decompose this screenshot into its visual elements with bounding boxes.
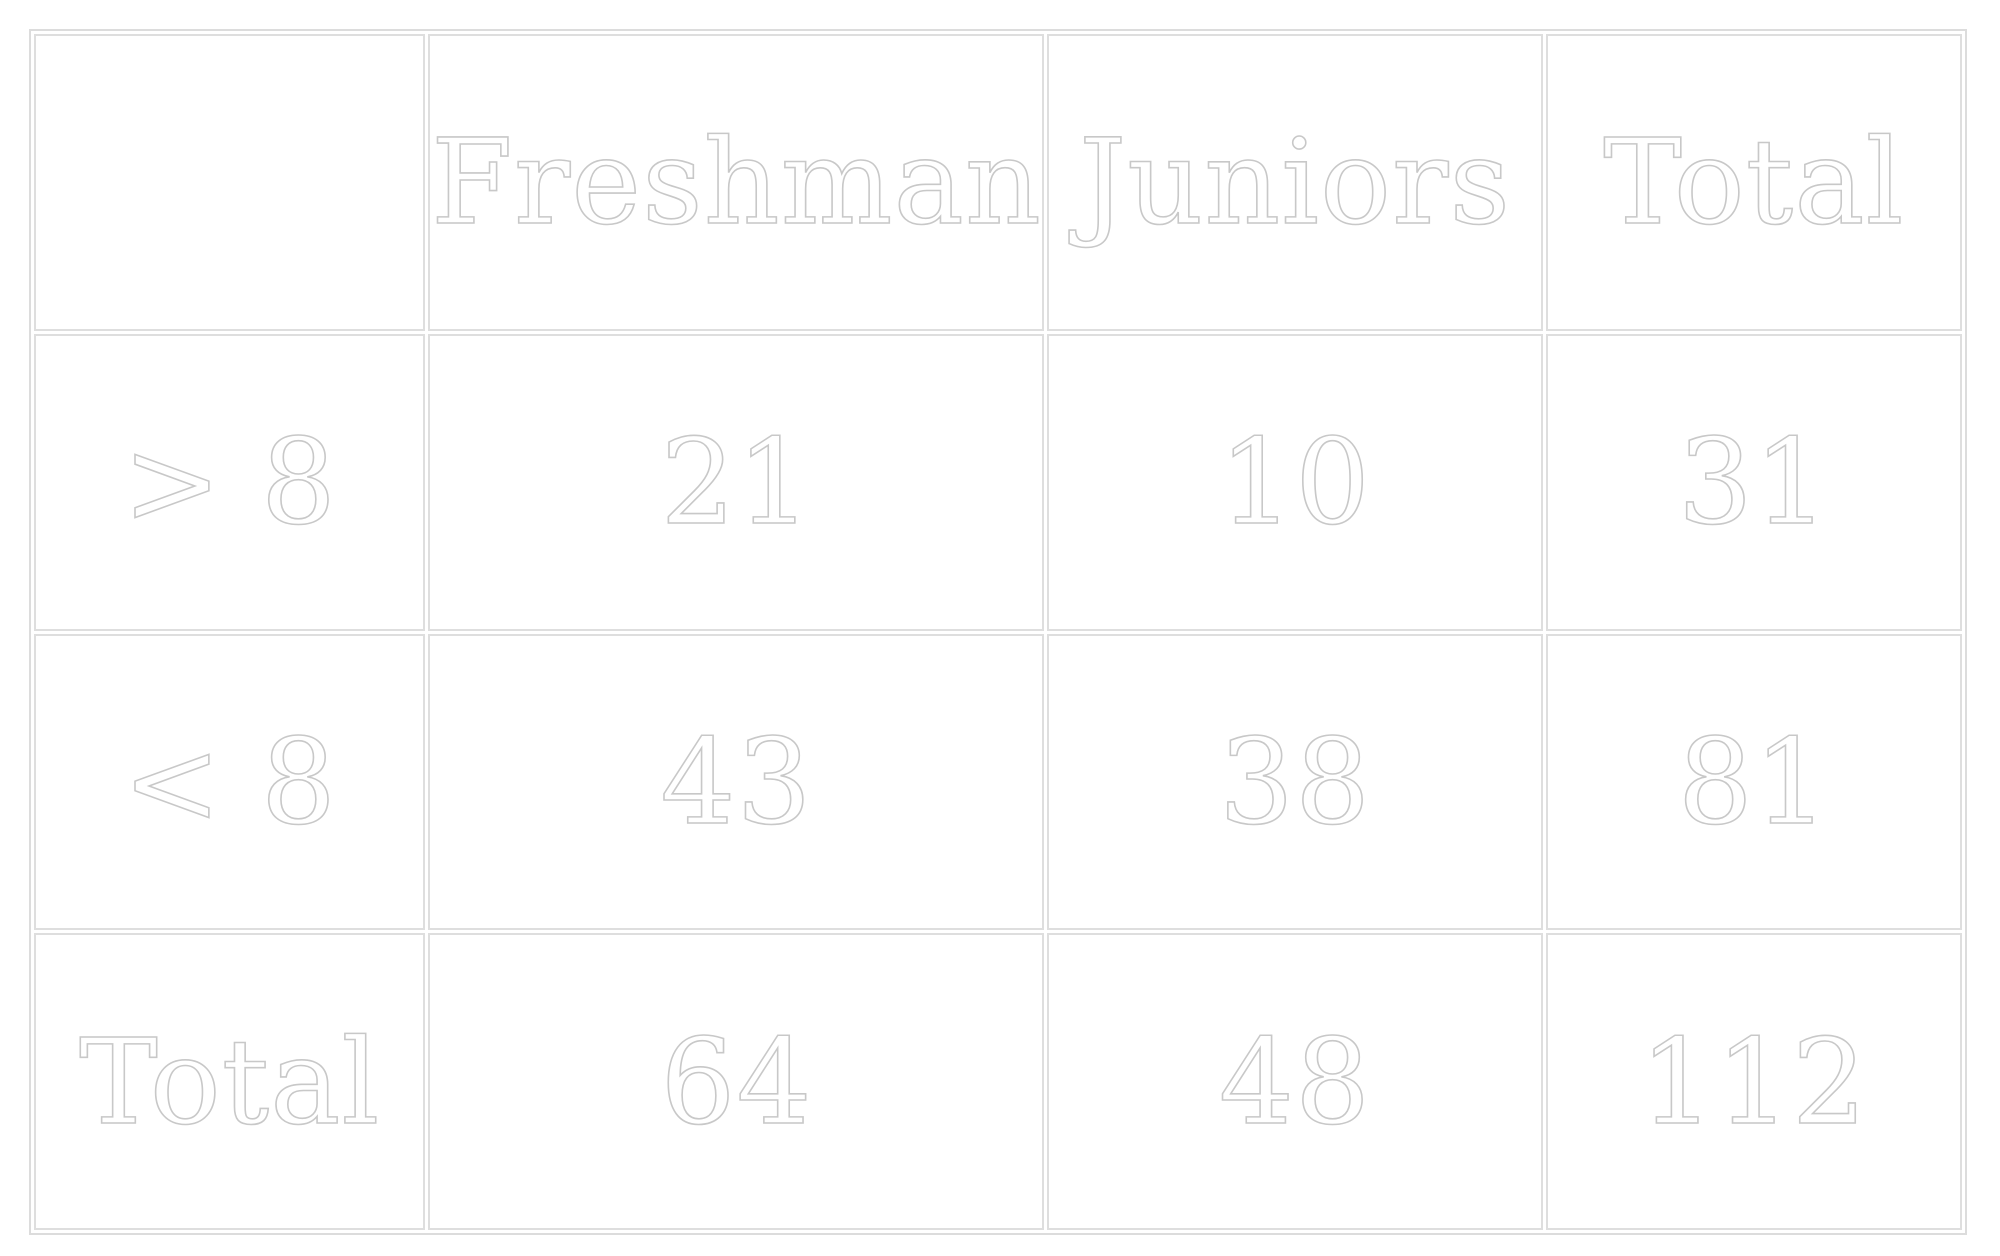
row-label-cell: > 8 — [34, 333, 426, 631]
table-row: > 8 21 10 31 — [34, 333, 1962, 631]
cell-value: 48 — [1218, 1012, 1372, 1151]
table-cell: 48 — [1047, 933, 1543, 1230]
table-cell: 31 — [1545, 333, 1962, 631]
table-row: Total 64 48 112 — [34, 933, 1962, 1230]
table-cell: 112 — [1545, 933, 1962, 1230]
cell-value: 38 — [1218, 712, 1372, 851]
cell-value: 81 — [1677, 712, 1830, 851]
header-cell-freshman: Freshman — [428, 34, 1045, 331]
table-cell: 38 — [1047, 633, 1543, 931]
table-cell: 64 — [428, 933, 1045, 1230]
table-header-row: Freshman Juniors Total — [34, 34, 1962, 331]
table-cell: 10 — [1047, 333, 1543, 631]
table-row: < 8 43 38 81 — [34, 633, 1962, 931]
header-label-juniors: Juniors — [1078, 113, 1512, 252]
table-cell: 43 — [428, 633, 1045, 931]
table-cell: 21 — [428, 333, 1045, 631]
cell-value: 43 — [660, 712, 813, 851]
header-cell-total: Total — [1545, 34, 1962, 331]
row-label: > 8 — [122, 413, 337, 552]
table-cell: 81 — [1545, 633, 1962, 931]
cell-value: 31 — [1677, 413, 1830, 552]
row-label: Total — [78, 1012, 381, 1151]
header-label-total: Total — [1602, 113, 1905, 252]
cell-value: 112 — [1639, 1012, 1868, 1151]
cell-value: 64 — [660, 1012, 813, 1151]
contingency-table: Freshman Juniors Total > 8 21 10 31 — [31, 31, 1965, 1233]
cell-value: 10 — [1218, 413, 1372, 552]
row-label-cell: < 8 — [34, 633, 426, 931]
header-label-freshman: Freshman — [430, 113, 1042, 252]
header-cell-juniors: Juniors — [1047, 34, 1543, 331]
cell-value: 21 — [660, 413, 813, 552]
header-corner-cell — [34, 34, 426, 331]
row-label-cell: Total — [34, 933, 426, 1230]
contingency-table-frame: Freshman Juniors Total > 8 21 10 31 — [29, 29, 1967, 1235]
row-label: < 8 — [122, 712, 337, 851]
